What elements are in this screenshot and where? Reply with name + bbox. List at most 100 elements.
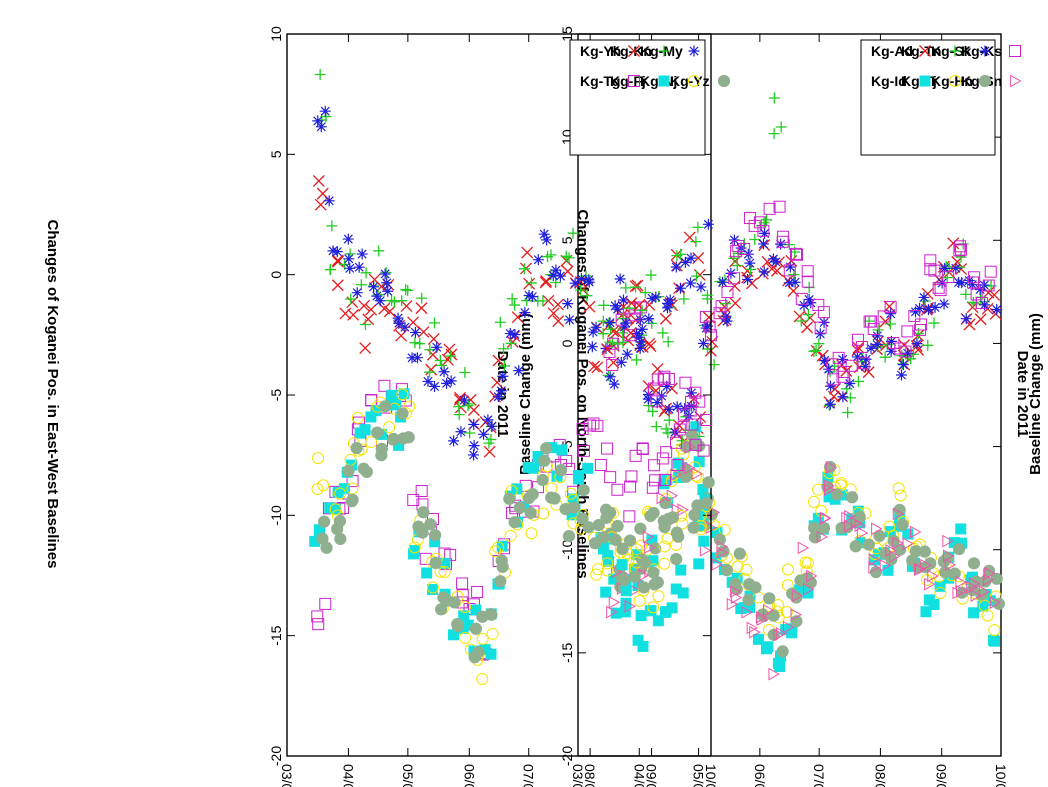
data-point bbox=[968, 607, 980, 619]
data-point bbox=[728, 234, 740, 246]
data-point bbox=[877, 310, 890, 323]
data-point bbox=[379, 268, 391, 280]
data-point bbox=[955, 523, 967, 535]
data-point bbox=[885, 553, 898, 566]
data-point bbox=[582, 521, 595, 534]
data-point bbox=[601, 343, 614, 356]
data-point bbox=[312, 618, 325, 631]
data-point bbox=[601, 557, 614, 570]
data-point bbox=[524, 506, 537, 520]
data-point bbox=[666, 469, 679, 482]
data-point bbox=[761, 214, 773, 226]
data-point bbox=[672, 457, 684, 469]
data-point bbox=[692, 221, 704, 233]
data-point bbox=[663, 403, 675, 415]
data-point bbox=[577, 483, 590, 497]
data-point bbox=[826, 358, 839, 371]
data-point bbox=[511, 311, 524, 324]
data-point bbox=[383, 305, 396, 318]
data-point bbox=[486, 420, 498, 432]
data-point bbox=[975, 588, 988, 601]
data-point bbox=[590, 568, 603, 581]
data-point bbox=[476, 632, 489, 645]
data-point bbox=[854, 519, 867, 532]
data-point bbox=[583, 300, 596, 313]
data-point bbox=[537, 295, 549, 307]
data-point bbox=[408, 541, 421, 554]
data-point bbox=[982, 573, 995, 587]
data-point bbox=[896, 518, 909, 531]
data-point bbox=[374, 295, 386, 307]
data-point bbox=[636, 443, 649, 456]
data-point bbox=[657, 327, 669, 339]
y-tick-label: -15 bbox=[559, 643, 575, 663]
data-point bbox=[351, 287, 363, 299]
data-point bbox=[617, 336, 629, 348]
data-point bbox=[673, 419, 686, 432]
data-point bbox=[659, 312, 672, 325]
data-point bbox=[645, 269, 657, 281]
data-point bbox=[368, 281, 380, 293]
data-point bbox=[669, 426, 681, 438]
data-point bbox=[513, 365, 525, 377]
data-point bbox=[871, 522, 883, 536]
data-point bbox=[849, 540, 862, 553]
data-point bbox=[742, 593, 755, 606]
data-point bbox=[591, 419, 604, 432]
data-point bbox=[647, 566, 660, 579]
data-point bbox=[761, 255, 774, 268]
data-point bbox=[960, 288, 972, 300]
data-point bbox=[803, 582, 815, 596]
data-point bbox=[646, 481, 659, 494]
data-point bbox=[909, 545, 923, 558]
data-point bbox=[381, 277, 393, 289]
data-point bbox=[402, 285, 414, 297]
data-point bbox=[650, 395, 663, 408]
data-point bbox=[435, 603, 448, 616]
data-point bbox=[521, 246, 534, 259]
data-point bbox=[885, 308, 897, 320]
data-point bbox=[610, 326, 623, 339]
data-point bbox=[782, 620, 795, 634]
data-point bbox=[556, 444, 568, 456]
data-point bbox=[700, 414, 713, 427]
data-point bbox=[932, 281, 945, 294]
data-point bbox=[365, 303, 377, 316]
data-point bbox=[879, 351, 891, 363]
data-point bbox=[375, 442, 388, 455]
data-point bbox=[844, 378, 856, 390]
data-point bbox=[873, 529, 886, 542]
data-point bbox=[612, 303, 624, 315]
x-tick-label: 08/01 bbox=[872, 764, 888, 787]
data-point bbox=[316, 532, 329, 545]
data-point bbox=[978, 279, 990, 291]
data-point bbox=[550, 264, 562, 276]
data-point bbox=[538, 454, 551, 467]
data-point bbox=[575, 284, 587, 296]
data-point bbox=[836, 370, 849, 383]
data-point bbox=[966, 580, 978, 594]
legend-box bbox=[569, 39, 706, 156]
legend-label: Kg-Tg bbox=[580, 73, 620, 89]
data-point bbox=[772, 598, 785, 611]
data-point bbox=[393, 317, 405, 329]
chart-title: Changes of Koganei Pos. in East-West Bas… bbox=[44, 220, 61, 569]
data-point bbox=[540, 442, 553, 455]
data-point bbox=[468, 651, 481, 664]
data-point bbox=[894, 342, 907, 355]
data-point bbox=[648, 459, 661, 472]
data-point bbox=[409, 337, 421, 349]
data-point bbox=[496, 540, 508, 552]
x-tick-label: 09/01 bbox=[934, 764, 950, 787]
data-point bbox=[790, 247, 803, 260]
data-point bbox=[943, 549, 955, 563]
data-point bbox=[920, 558, 932, 572]
data-point bbox=[733, 547, 746, 560]
data-point bbox=[918, 291, 930, 303]
data-point bbox=[865, 342, 877, 354]
data-point bbox=[830, 488, 843, 501]
data-point bbox=[611, 565, 623, 579]
data-point bbox=[893, 503, 906, 517]
data-point bbox=[808, 531, 822, 544]
